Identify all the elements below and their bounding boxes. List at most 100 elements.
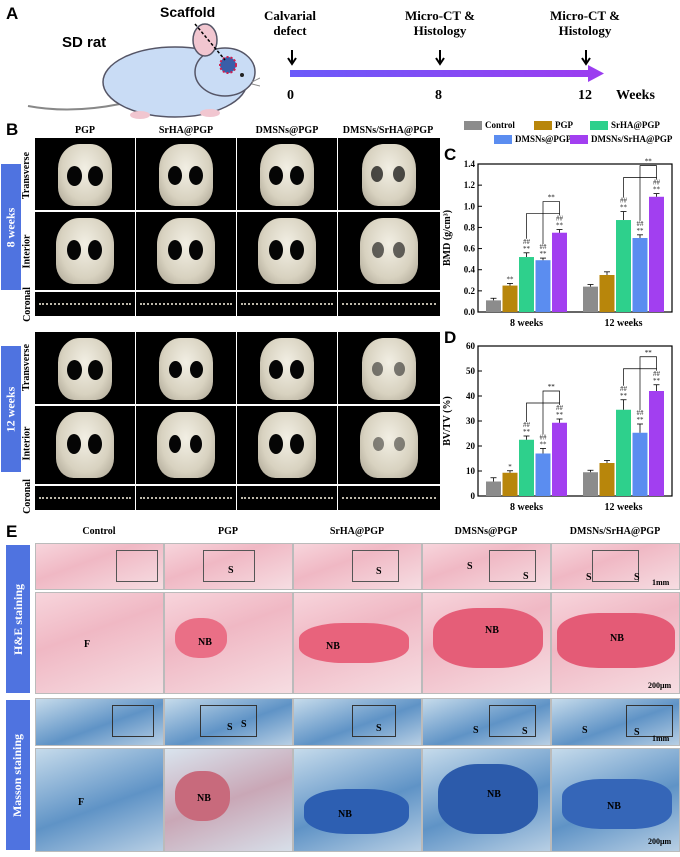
he-scale-200um: 200μm bbox=[648, 681, 672, 690]
ms-low-pgp-s2: S bbox=[241, 719, 247, 730]
b-col-1: SrHA@PGP bbox=[158, 125, 214, 136]
he-high-dmsns-nb: NB bbox=[485, 625, 499, 636]
ms-high-control: F bbox=[35, 748, 164, 852]
ct-8w-transverse-dmsns-srha bbox=[338, 138, 440, 210]
c-xcat-0: 8 weeks bbox=[510, 318, 543, 329]
ms-scale-200um: 200μm bbox=[648, 837, 672, 846]
d-bar-3-0 bbox=[535, 453, 551, 496]
d-mark-1-0-0: * bbox=[508, 463, 512, 471]
d-bar-2-0 bbox=[519, 439, 534, 496]
d-mark-4-1-0: ## bbox=[653, 370, 661, 378]
row-interior-12-label: Interior bbox=[21, 426, 33, 460]
c-mark-4-0-1: ** bbox=[556, 222, 564, 230]
ms-high-dmsns-srha: NB 200μm bbox=[551, 748, 680, 852]
he-staining-label: H&E staining bbox=[10, 583, 25, 655]
d-mark-2-1-0: ## bbox=[620, 385, 628, 393]
ct-8w-coronal-pgp bbox=[35, 292, 135, 316]
group-8-weeks: 8 weeks bbox=[1, 164, 21, 290]
ct-12w-interior-pgp bbox=[35, 406, 135, 484]
ms-high-dmsns-srha-nb: NB bbox=[607, 801, 621, 812]
tick-8: 8 bbox=[435, 88, 442, 103]
d-bar-0-1 bbox=[583, 472, 598, 496]
he-high-dmsns-srha-nb: NB bbox=[610, 633, 624, 644]
legend-swatch-dmsns-srha bbox=[570, 134, 588, 144]
ms-low-dmsns-s2: S bbox=[522, 726, 528, 737]
row-coronal-8-label: Coronal bbox=[21, 286, 33, 322]
c-mark-4-0-0: ## bbox=[556, 215, 564, 223]
masson-staining-band: Masson staining bbox=[6, 700, 30, 850]
he-high-pgp: NB bbox=[164, 592, 293, 694]
c-mark-4-1-1: ** bbox=[653, 186, 661, 194]
e-col-2: SrHA@PGP bbox=[329, 526, 385, 537]
ct-12w-interior-dmsns-srha bbox=[338, 406, 440, 484]
legend-label-dmsns-srha: DMSNs/SrHA@PGP bbox=[591, 134, 673, 144]
row-coronal-12: Coronal bbox=[20, 479, 34, 514]
d-ylabel: BV/TV (%) bbox=[442, 396, 453, 446]
event-0-line1: Calvarial bbox=[264, 8, 316, 23]
d-bar-2-1 bbox=[616, 409, 631, 496]
c-ylabel: BMD (g/cm³) bbox=[442, 210, 453, 266]
legend-label-pgp: PGP bbox=[555, 120, 573, 130]
he-low-dmsns-s1: S bbox=[467, 561, 473, 572]
d-mark-4-0-0: ## bbox=[556, 404, 564, 412]
ct-8w-interior-srha bbox=[136, 212, 236, 290]
d-mark-4-1-1: ** bbox=[653, 377, 661, 385]
rat-label: SD rat bbox=[62, 34, 107, 51]
ms-low-dmsns-s1: S bbox=[473, 725, 479, 736]
d-mark-2-1-1: ** bbox=[620, 392, 628, 400]
ms-low-dmsns-srha: S S 1mm bbox=[551, 698, 680, 746]
row-transverse-8-label: Transverse bbox=[21, 151, 33, 199]
d-xcat-1: 12 weeks bbox=[604, 502, 642, 513]
he-staining-band: H&E staining bbox=[6, 545, 30, 693]
legend-swatch-dmsns bbox=[494, 134, 512, 144]
c-mark-2-0-0: ## bbox=[523, 238, 531, 246]
event-2-line2: Histology bbox=[558, 23, 612, 38]
chart-legend: Control PGP SrHA@PGP DMSNs@PGP DMSNs/SrH… bbox=[460, 118, 678, 148]
d-mark-3-1-0: ## bbox=[637, 409, 645, 417]
d-bar-3-1 bbox=[632, 432, 648, 496]
event-0-label: Calvarial defect bbox=[250, 8, 330, 38]
row-transverse-8: Transverse bbox=[20, 140, 34, 210]
he-high-pgp-nb: NB bbox=[198, 637, 212, 648]
legend-swatch-control bbox=[464, 120, 482, 130]
row-transverse-12: Transverse bbox=[20, 332, 34, 402]
ct-8w-coronal-srha bbox=[136, 292, 236, 316]
d-ytick-label-3: 30 bbox=[466, 416, 476, 426]
c-bar-4-1 bbox=[649, 196, 664, 312]
c-bar-0-1 bbox=[583, 286, 598, 312]
c-ytick-label-4: 0.8 bbox=[464, 222, 476, 232]
ct-12w-interior-srha bbox=[136, 406, 236, 484]
he-low-dmsns-s2: S bbox=[523, 571, 529, 582]
ms-high-dmsns-nb: NB bbox=[487, 789, 501, 800]
d-ytick-label-4: 40 bbox=[466, 391, 476, 401]
d-mark-2-0-0: ## bbox=[523, 421, 531, 429]
ct-8w-transverse-pgp bbox=[35, 138, 135, 210]
legend-item-dmsns: DMSNs@PGP bbox=[494, 134, 571, 144]
b-col-0: PGP bbox=[75, 125, 95, 136]
row-interior-12: Interior bbox=[20, 404, 34, 482]
c-bar-2-1 bbox=[616, 220, 631, 312]
ms-low-pgp-s1: S bbox=[227, 722, 233, 733]
ms-high-control-f: F bbox=[78, 797, 85, 808]
e-col-3: DMSNs@PGP bbox=[454, 526, 518, 537]
ct-8w-coronal-dmsns bbox=[237, 292, 337, 316]
ct-12w-transverse-srha bbox=[136, 332, 236, 404]
event-1-line1: Micro-CT & bbox=[405, 8, 475, 23]
d-bar-1-1 bbox=[599, 463, 615, 496]
he-high-control: F bbox=[35, 592, 164, 694]
ct-12w-coronal-srha bbox=[136, 486, 236, 510]
d-bar-0-0 bbox=[486, 481, 501, 496]
e-col-1: PGP bbox=[218, 526, 238, 537]
he-low-srha: S bbox=[293, 543, 422, 590]
legend-label-dmsns: DMSNs@PGP bbox=[515, 134, 572, 144]
c-bar-0-0 bbox=[486, 300, 501, 312]
c-bracket-b-0 bbox=[542, 201, 560, 245]
c-bar-1-0 bbox=[502, 285, 518, 312]
d-mark-3-1-1: ** bbox=[637, 416, 645, 424]
c-ytick-label-6: 1.2 bbox=[464, 180, 476, 190]
panel-a-letter: A bbox=[6, 4, 19, 23]
b-col-3: DMSNs/SrHA@PGP bbox=[342, 125, 434, 136]
legend-item-dmsns-srha: DMSNs/SrHA@PGP bbox=[570, 134, 672, 144]
timeline-arrow bbox=[287, 50, 604, 82]
